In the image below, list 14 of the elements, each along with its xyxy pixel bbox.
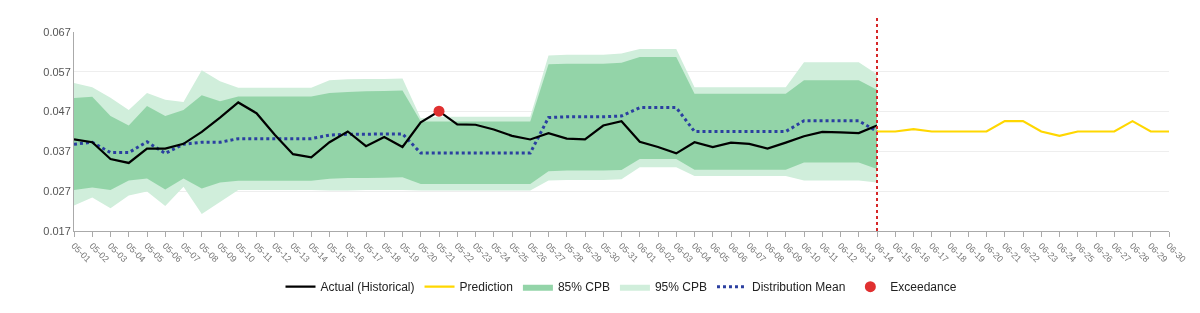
legend-label: Exceedance bbox=[890, 280, 957, 295]
y-tick-label: 0.027 bbox=[43, 185, 71, 198]
line-series bbox=[74, 101, 879, 165]
y-tick-label: 0.067 bbox=[43, 25, 71, 38]
y-tick-label: 0.017 bbox=[43, 224, 71, 237]
y-tick-label: 0.057 bbox=[43, 65, 71, 78]
y-tick-label: 0.037 bbox=[43, 145, 71, 158]
line-series bbox=[875, 120, 1169, 137]
legend-label: 95% CPB bbox=[654, 280, 707, 295]
legend-label: 85% CPB bbox=[557, 280, 610, 295]
y-tick-label: 0.047 bbox=[43, 105, 71, 118]
legend-label: Prediction bbox=[459, 280, 513, 295]
legend-label: Actual (Historical) bbox=[320, 280, 415, 295]
legend-label: Distribution Mean bbox=[751, 280, 846, 295]
